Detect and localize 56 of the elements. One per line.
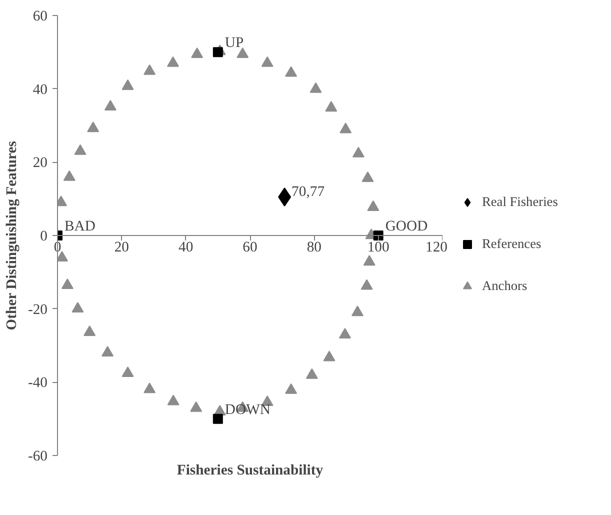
x-tick-label: 80: [306, 240, 322, 256]
point: [84, 325, 96, 336]
y-tick-label: 20: [32, 155, 48, 172]
y-tick-label: 40: [32, 82, 48, 98]
point: [323, 350, 336, 362]
point: [360, 279, 373, 290]
point: [351, 306, 364, 316]
point: [190, 401, 202, 412]
point: [61, 278, 74, 290]
annotation: GOOD: [385, 218, 428, 234]
point: [310, 82, 322, 93]
legend-label: Real Fisheries: [482, 194, 558, 210]
point: [102, 346, 114, 357]
point: [167, 56, 179, 67]
point: [261, 56, 274, 67]
point: [285, 383, 298, 394]
point: [72, 302, 84, 313]
x-tick-label: 60: [242, 240, 258, 256]
y-axis-title: Other Distinguishing Features: [4, 140, 20, 330]
point: [63, 170, 76, 181]
point: [74, 144, 86, 155]
x-tick-label: 120: [426, 240, 448, 256]
point: [144, 382, 156, 394]
point: [338, 328, 351, 339]
y-tick-label: -60: [28, 448, 48, 464]
point: [340, 122, 352, 134]
point: [236, 48, 249, 58]
y-tick-label: 0: [40, 228, 48, 244]
legend-label: Anchors: [482, 278, 528, 294]
point: [87, 122, 100, 132]
x-tick-label: 20: [114, 240, 129, 256]
y-tick-label: -40: [28, 375, 48, 392]
point: [363, 255, 376, 266]
point: [362, 171, 374, 182]
point: [352, 146, 364, 158]
point: [306, 368, 318, 379]
annotation: UP: [224, 35, 244, 52]
annotation: 70,77: [292, 184, 325, 200]
point: [285, 66, 298, 77]
point: [122, 366, 134, 378]
point: [167, 394, 180, 406]
point: [144, 64, 156, 75]
legend-label: References: [482, 236, 542, 252]
annotation: BAD: [64, 218, 96, 234]
point: [325, 101, 338, 112]
y-tick-label: 60: [32, 8, 48, 24]
point: [212, 414, 223, 424]
point: [191, 48, 204, 58]
point: [104, 100, 116, 110]
x-tick-label: 40: [178, 240, 194, 256]
point: [367, 200, 380, 211]
x-axis-title: Fisheries Sustainability: [176, 462, 324, 478]
y-tick-label: -20: [28, 302, 48, 318]
point: [122, 79, 134, 90]
x-tick-label: 100: [367, 240, 390, 256]
annotation: DOWN: [224, 402, 271, 418]
